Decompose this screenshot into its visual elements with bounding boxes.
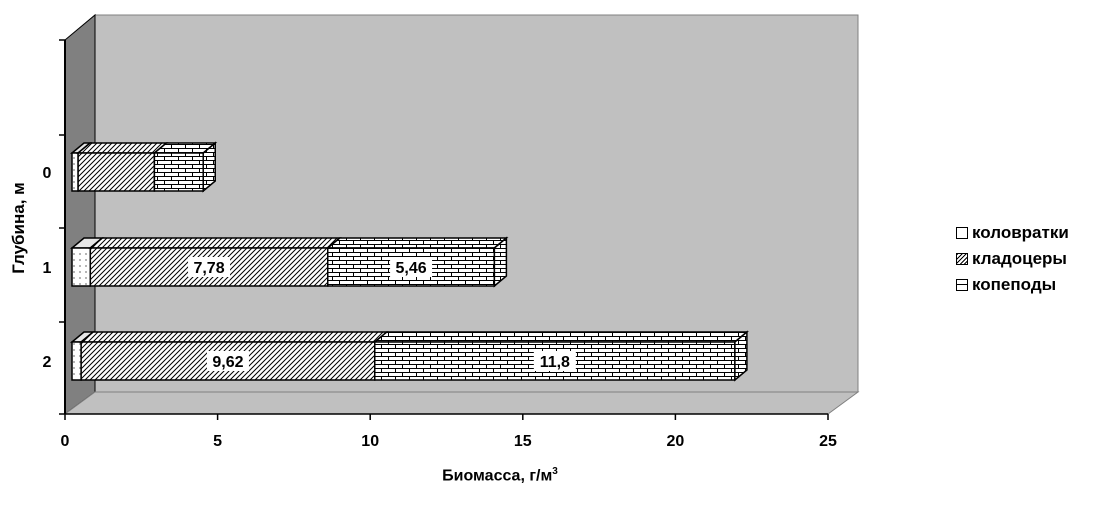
legend-swatch-brick-icon	[956, 279, 968, 291]
x-tick-label: 25	[819, 433, 837, 450]
x-tick-label: 0	[61, 433, 70, 450]
bar-top-face	[372, 331, 749, 343]
bar-segment: 5,46	[325, 236, 509, 288]
bars: 9,62 11,8 7,78 5,46	[69, 141, 749, 382]
bar-front-face	[71, 152, 79, 192]
bar-side-face	[202, 141, 216, 193]
x-axis-label: Биомасса, г/м	[442, 467, 553, 485]
data-label: 5,46	[396, 260, 427, 277]
legend-item-copepods: копеподы	[956, 272, 1069, 298]
bar-segment: 9,62	[79, 331, 389, 381]
data-label: 9,62	[212, 354, 243, 371]
legend-label: коловратки	[972, 223, 1069, 242]
data-label-bg	[206, 351, 249, 371]
y-tick-label: 0	[43, 165, 52, 182]
plot-background	[63, 13, 860, 415]
bar-segment	[69, 237, 105, 287]
legend-swatch-blank-icon	[956, 227, 968, 239]
legend: коловратки кладоцеры копеподы	[956, 220, 1069, 298]
legend-item-rotifers: коловратки	[956, 220, 1069, 246]
x-axis-ticks: 0 5 10 15 20 25	[61, 414, 837, 450]
bar-segment	[152, 141, 218, 193]
x-axis-title: Биомасса, г/м3	[0, 466, 900, 485]
x-tick-label: 10	[361, 433, 379, 450]
bar-top-face	[76, 142, 169, 154]
bar-top-face	[79, 331, 389, 343]
y-tick-label: 2	[43, 354, 52, 371]
y-axis-label: Глубина, м	[9, 182, 28, 274]
bar-front-face	[153, 152, 204, 192]
bar-front-face	[71, 247, 92, 287]
legend-label: копеподы	[972, 275, 1057, 294]
bar-side-face	[493, 236, 508, 288]
data-label: 7,78	[193, 260, 224, 277]
x-tick-label: 5	[213, 433, 222, 450]
y-tick-label: 1	[43, 260, 52, 277]
legend-label: кладоцеры	[972, 249, 1067, 268]
bar-front-face	[77, 152, 156, 192]
data-label-bg	[533, 351, 576, 371]
data-label-bg	[188, 257, 231, 277]
bar-segment	[76, 142, 169, 192]
bar-segment: 7,78	[88, 237, 342, 287]
bar-front-face	[71, 341, 82, 381]
x-tick-label: 20	[667, 433, 685, 450]
bar-segment: 11,8	[372, 330, 749, 382]
legend-item-cladocera: кладоцеры	[956, 246, 1069, 272]
bar-top-face	[88, 237, 342, 249]
bar-side-face	[734, 330, 748, 382]
data-label-bg	[390, 257, 433, 277]
x-axis-label-sup: 3	[552, 466, 558, 477]
legend-swatch-diagonal-icon	[956, 253, 968, 265]
y-axis-ticks: 2 1 0	[43, 39, 65, 415]
floor	[63, 391, 860, 415]
data-label: 11,8	[540, 354, 570, 371]
x-tick-label: 15	[514, 433, 532, 450]
bar-top-face	[325, 237, 509, 249]
